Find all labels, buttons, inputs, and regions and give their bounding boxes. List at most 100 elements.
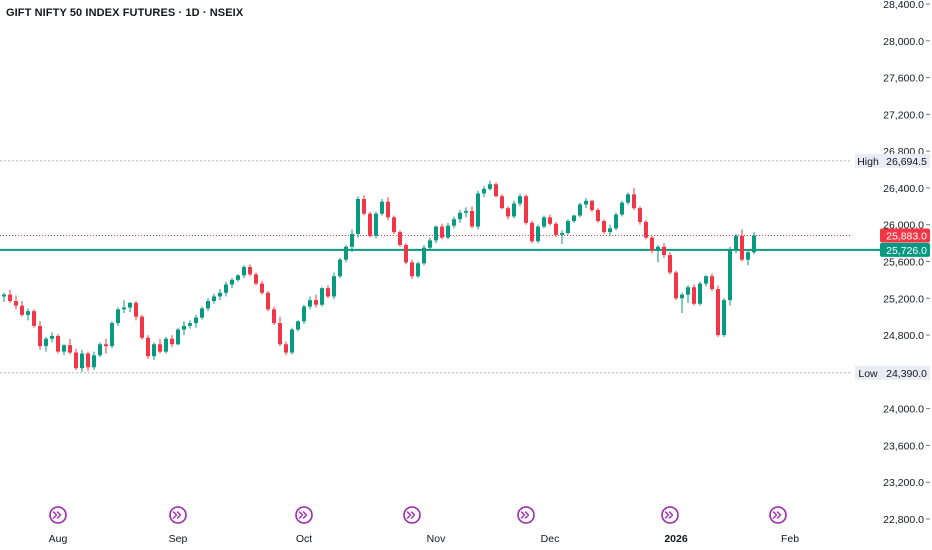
candle-body <box>272 309 276 324</box>
candle <box>260 280 264 295</box>
candle <box>494 182 498 198</box>
candle <box>656 244 660 263</box>
candle-body <box>200 308 204 318</box>
candle-body <box>326 288 330 297</box>
candle <box>482 186 486 198</box>
candle-body <box>470 210 474 227</box>
high-marker-label: High <box>857 156 879 168</box>
candle-body <box>20 305 24 315</box>
candle-body <box>74 352 78 369</box>
candle <box>296 320 300 332</box>
candle-body <box>638 208 642 222</box>
candle-body <box>80 353 84 369</box>
chart-title: GIFT NIFTY 50 INDEX FUTURES · 1D · NSEIX <box>6 7 244 19</box>
candle-body <box>656 246 660 251</box>
candle-body <box>662 246 666 256</box>
candle <box>320 287 324 307</box>
candle-body <box>650 237 654 251</box>
candle-body <box>554 223 558 235</box>
candle-body <box>542 217 546 227</box>
candle-body <box>92 355 96 368</box>
candle <box>224 281 228 297</box>
candle-body <box>488 184 492 189</box>
candle <box>572 214 576 223</box>
candle <box>752 232 756 255</box>
candle-body <box>278 323 282 345</box>
event-marker-icon[interactable] <box>169 506 187 524</box>
event-marker-icon[interactable] <box>403 506 421 524</box>
event-marker-icon[interactable] <box>661 506 679 524</box>
candle <box>464 207 468 218</box>
candle-body <box>254 274 258 284</box>
event-marker-icon[interactable] <box>769 506 787 524</box>
candle <box>254 272 258 286</box>
candle-body <box>350 233 354 247</box>
candle <box>542 215 546 229</box>
low-marker-label: Low <box>858 368 878 380</box>
candle-body <box>392 217 396 233</box>
candle <box>158 338 162 354</box>
event-marker-icon[interactable] <box>295 506 313 524</box>
candle <box>710 273 714 291</box>
candle <box>506 206 510 220</box>
candle <box>680 292 684 313</box>
event-marker-icon[interactable] <box>49 506 67 524</box>
price-axis[interactable]: 28,400.028,000.027,600.027,200.026,800.0… <box>883 0 930 526</box>
candle <box>398 230 402 247</box>
candle <box>362 195 366 216</box>
candle <box>500 194 504 210</box>
candle <box>392 215 396 234</box>
y-tick-label: 25,600.0 <box>883 257 924 269</box>
candle-body <box>626 194 630 203</box>
candle-body <box>266 292 270 310</box>
candle-body <box>308 300 312 307</box>
candle-body <box>212 296 216 302</box>
candle <box>704 275 708 287</box>
candle <box>8 290 12 303</box>
candle <box>308 296 312 310</box>
candle-body <box>176 329 180 345</box>
candle-body <box>356 198 360 234</box>
candle <box>338 257 342 279</box>
candle-body <box>146 337 150 357</box>
candle <box>248 264 252 277</box>
candle <box>488 180 492 191</box>
x-tick-label: Feb <box>781 533 799 545</box>
candle <box>632 187 636 210</box>
candle <box>116 307 120 326</box>
candle-body <box>446 225 450 238</box>
event-marker-icon[interactable] <box>517 506 535 524</box>
candle <box>26 308 30 321</box>
candle-body <box>116 309 120 324</box>
candle <box>284 341 288 356</box>
candle-body <box>584 200 588 205</box>
candle <box>386 197 390 221</box>
candle-body <box>338 259 342 277</box>
candle-body <box>242 267 246 276</box>
candle-body <box>398 232 402 245</box>
time-axis[interactable]: Aug Sep Oct Nov Dec 2026 Feb <box>49 533 800 545</box>
candle-body <box>692 287 696 304</box>
candle <box>152 342 156 360</box>
candle-body <box>224 284 228 293</box>
candle <box>194 314 198 328</box>
candle-body <box>668 255 672 273</box>
candle <box>686 285 690 303</box>
x-tick-label: Oct <box>296 533 312 545</box>
candle <box>344 244 348 263</box>
candle-body <box>14 301 18 306</box>
candle <box>614 212 618 231</box>
candle-body <box>740 235 744 260</box>
candle <box>98 342 102 358</box>
candle <box>434 225 438 244</box>
y-tick-label: 25,200.0 <box>883 293 924 305</box>
y-tick-label: 24,800.0 <box>883 330 924 342</box>
candle-body <box>218 292 222 297</box>
candle-body <box>86 353 90 368</box>
candle-body <box>236 275 240 280</box>
event-markers[interactable] <box>49 506 787 524</box>
candle <box>266 290 270 312</box>
candle-body <box>368 213 372 236</box>
candle <box>740 229 744 262</box>
